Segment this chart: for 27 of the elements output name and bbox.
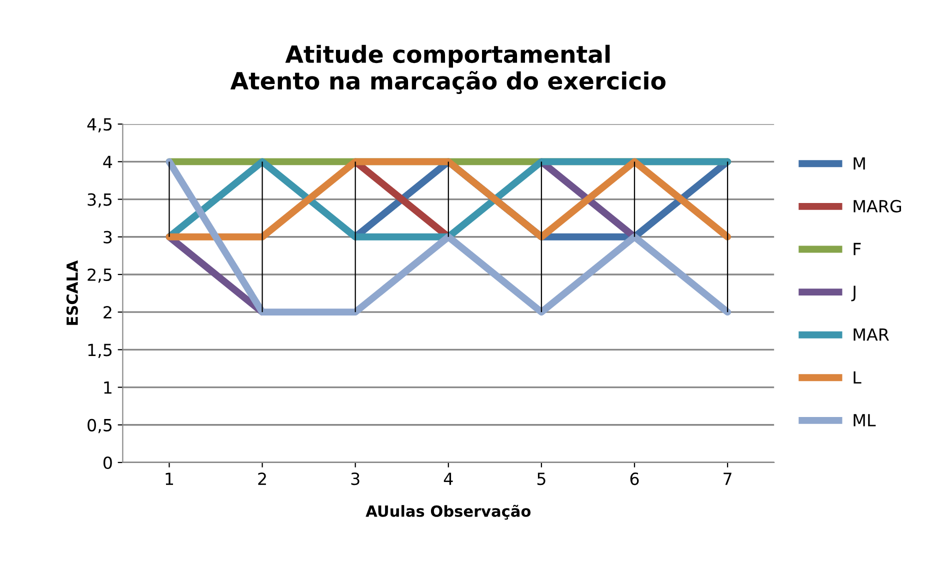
y-tick-label: 2,5	[88, 268, 112, 283]
y-tick-label: 4	[103, 156, 112, 168]
x-tick-label: 5	[537, 472, 546, 486]
legend-label: MAR	[854, 328, 889, 341]
x-tick-label: 6	[630, 472, 639, 486]
y-tick-label: 1,5	[88, 344, 112, 358]
legend-label: F	[854, 242, 861, 256]
y-tick-label: 4,5	[87, 118, 112, 132]
x-tick-label: 1	[166, 472, 174, 485]
legend-label: ML	[854, 414, 876, 426]
y-tick-label: 3,5	[88, 193, 112, 208]
legend-label: L	[854, 371, 862, 384]
legend-label: J	[851, 286, 856, 302]
y-tick-label: 0	[103, 456, 112, 470]
chart-title: Atitude comportamental Atento na marcação do exercicio	[230, 44, 666, 94]
x-tick-label: 2	[258, 472, 266, 485]
x-axis-title: AUulas Observação	[366, 504, 531, 520]
x-tick-label: 4	[444, 472, 453, 485]
y-tick-label: 1	[104, 381, 112, 394]
y-tick-label: 3	[104, 230, 112, 244]
legend-label: M	[854, 157, 865, 170]
y-tick-label: 0,5	[88, 418, 112, 434]
x-tick-label: 7	[724, 472, 732, 485]
legend-label: MARG	[854, 200, 902, 213]
y-tick-label: 2	[104, 306, 112, 318]
x-tick-label: 3	[351, 472, 360, 486]
y-axis-title: ESCALA	[66, 260, 78, 325]
